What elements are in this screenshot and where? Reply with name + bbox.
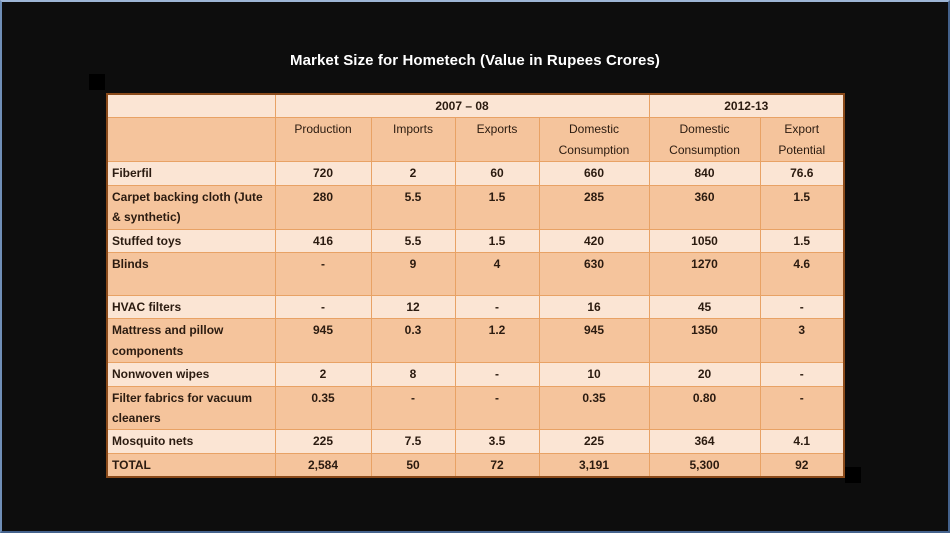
table-row-filter-fabrics: Filter fabrics for vacuum cleaners 0.35 … xyxy=(106,385,845,431)
cell-value: - xyxy=(274,251,372,296)
cell-value: 72 xyxy=(454,452,540,478)
table-row-mattress-pillow: Mattress and pillow components 945 0.3 1… xyxy=(106,318,845,364)
cell-value: - xyxy=(274,294,372,320)
column-header-domestic-consumption-2007: Domestic Consumption xyxy=(538,117,650,163)
cell-value: 7.5 xyxy=(370,429,456,454)
cell-value: 4.1 xyxy=(759,429,845,454)
cell-value: 4 xyxy=(454,251,540,296)
cell-value: - xyxy=(454,385,540,431)
column-header-domestic-consumption-2012: Domestic Consumption xyxy=(648,117,761,163)
corner-empty-cell xyxy=(106,93,276,119)
cell-value: 3.5 xyxy=(454,429,540,454)
cell-value: - xyxy=(759,362,845,387)
cell-value: 1270 xyxy=(648,251,761,296)
cell-value: - xyxy=(759,385,845,431)
cell-value: 720 xyxy=(274,161,372,186)
cell-value: - xyxy=(454,362,540,387)
cell-value: 10 xyxy=(538,362,650,387)
column-header-row: Production Imports Exports Domestic Cons… xyxy=(106,117,845,163)
cell-value: 285 xyxy=(538,184,650,230)
cell-value: 1.5 xyxy=(454,228,540,253)
cell-value: 630 xyxy=(538,251,650,296)
cell-value: 92 xyxy=(759,452,845,478)
period-header-2007-08: 2007 – 08 xyxy=(274,93,650,119)
row-label: Nonwoven wipes xyxy=(106,362,276,387)
column-header-imports: Imports xyxy=(370,117,456,163)
row-label: Filter fabrics for vacuum cleaners xyxy=(106,385,276,431)
cell-value: - xyxy=(759,294,845,320)
cell-value: 3 xyxy=(759,318,845,364)
table-row-mosquito-nets: Mosquito nets 225 7.5 3.5 225 364 4.1 xyxy=(106,429,845,454)
cell-value: 280 xyxy=(274,184,372,230)
table-row-hvac-filters: HVAC filters - 12 - 16 45 - xyxy=(106,294,845,320)
table-row-total: TOTAL 2,584 50 72 3,191 5,300 92 xyxy=(106,452,845,478)
row-label: Stuffed toys xyxy=(106,228,276,253)
cell-value: 9 xyxy=(370,251,456,296)
selection-handle-bottom-right[interactable] xyxy=(845,467,861,483)
row-label: Mosquito nets xyxy=(106,429,276,454)
row-label: HVAC filters xyxy=(106,294,276,320)
table-row-fiberfil: Fiberfil 720 2 60 660 840 76.6 xyxy=(106,161,845,186)
cell-value: 0.80 xyxy=(648,385,761,431)
row-label: Mattress and pillow components xyxy=(106,318,276,364)
cell-value: 50 xyxy=(370,452,456,478)
column-header-production: Production xyxy=(274,117,372,163)
corner-empty-cell xyxy=(106,117,276,163)
table-row-blinds: Blinds - 9 4 630 1270 4.6 xyxy=(106,251,845,296)
cell-value: 60 xyxy=(454,161,540,186)
cell-value: 1050 xyxy=(648,228,761,253)
cell-value: 1.5 xyxy=(454,184,540,230)
table-row-stuffed-toys: Stuffed toys 416 5.5 1.5 420 1050 1.5 xyxy=(106,228,845,253)
cell-value: - xyxy=(454,294,540,320)
cell-value: 4.6 xyxy=(759,251,845,296)
cell-value: 420 xyxy=(538,228,650,253)
column-header-exports: Exports xyxy=(454,117,540,163)
cell-value: 225 xyxy=(274,429,372,454)
cell-value: 12 xyxy=(370,294,456,320)
column-header-export-potential: Export Potential xyxy=(759,117,845,163)
cell-value: 1.5 xyxy=(759,184,845,230)
cell-value: 416 xyxy=(274,228,372,253)
cell-value: 8 xyxy=(370,362,456,387)
cell-value: 945 xyxy=(274,318,372,364)
cell-value: 2 xyxy=(274,362,372,387)
row-label: Carpet backing cloth (Jute & synthetic) xyxy=(106,184,276,230)
period-header-2012-13: 2012-13 xyxy=(648,93,845,119)
cell-value: 360 xyxy=(648,184,761,230)
cell-value: 2 xyxy=(370,161,456,186)
cell-value: 945 xyxy=(538,318,650,364)
table-row-carpet-backing-cloth: Carpet backing cloth (Jute & synthetic) … xyxy=(106,184,845,230)
cell-value: 0.35 xyxy=(538,385,650,431)
market-size-table: 2007 – 08 2012-13 Production Imports Exp… xyxy=(106,93,846,479)
cell-value: 225 xyxy=(538,429,650,454)
cell-value: 76.6 xyxy=(759,161,845,186)
cell-value: 0.3 xyxy=(370,318,456,364)
cell-value: 3,191 xyxy=(538,452,650,478)
row-label: Fiberfil xyxy=(106,161,276,186)
period-header-row: 2007 – 08 2012-13 xyxy=(106,93,845,119)
cell-value: 1.2 xyxy=(454,318,540,364)
cell-value: 840 xyxy=(648,161,761,186)
cell-value: 1350 xyxy=(648,318,761,364)
selection-handle-top-left[interactable] xyxy=(89,74,105,90)
cell-value: 16 xyxy=(538,294,650,320)
row-label: TOTAL xyxy=(106,452,276,478)
cell-value: 45 xyxy=(648,294,761,320)
cell-value: 5,300 xyxy=(648,452,761,478)
cell-value: 20 xyxy=(648,362,761,387)
slide-title: Market Size for Hometech (Value in Rupee… xyxy=(289,52,660,69)
cell-value: 364 xyxy=(648,429,761,454)
cell-value: 5.5 xyxy=(370,184,456,230)
row-label: Blinds xyxy=(106,251,276,296)
cell-value: 1.5 xyxy=(759,228,845,253)
cell-value: 660 xyxy=(538,161,650,186)
cell-value: 0.35 xyxy=(274,385,372,431)
cell-value: - xyxy=(370,385,456,431)
cell-value: 5.5 xyxy=(370,228,456,253)
cell-value: 2,584 xyxy=(274,452,372,478)
table-row-nonwoven-wipes: Nonwoven wipes 2 8 - 10 20 - xyxy=(106,362,845,387)
